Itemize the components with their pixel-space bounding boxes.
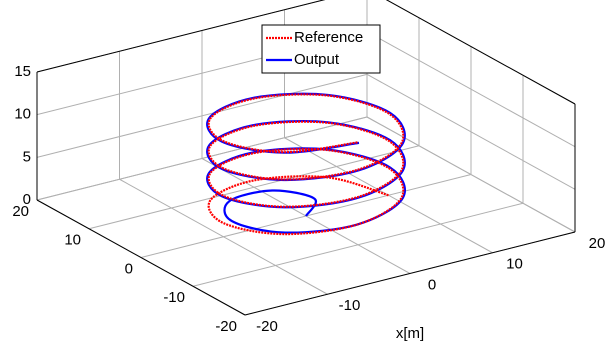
axis-line [244, 231, 576, 316]
z-tick-label: 5 [23, 148, 31, 165]
x-tick-label: 0 [428, 276, 436, 293]
axis-line [36, 199, 246, 316]
y-tick-label: 10 [64, 232, 81, 249]
grid-line [366, 31, 576, 148]
y-tick-label: 0 [125, 260, 133, 277]
x-axis-label: x[m] [396, 325, 424, 341]
grid-line [366, 116, 576, 233]
grid-line [36, 116, 368, 201]
y-tick-label: 20 [12, 203, 29, 220]
series-line [207, 93, 405, 236]
x-tick-label: 10 [506, 256, 523, 273]
grid-line [366, 73, 576, 190]
z-tick-label: 10 [14, 106, 31, 123]
x-tick-label: -20 [256, 318, 278, 335]
grid-line [36, 73, 368, 158]
axis-line [385, 0, 576, 105]
z-tick-label: 0 [23, 191, 31, 208]
grid-line [88, 145, 420, 230]
y-tick-label: -10 [163, 289, 185, 306]
legend-label: Reference [294, 29, 363, 46]
z-tick-label: 15 [14, 63, 31, 80]
axis-line [36, 0, 326, 73]
grid-line [192, 202, 524, 287]
legend-label: Output [294, 51, 340, 68]
legend-box [261, 24, 381, 74]
y-tick-label: -20 [215, 318, 237, 335]
x-tick-label: -10 [339, 297, 361, 314]
x-tick-label: 20 [589, 235, 606, 252]
